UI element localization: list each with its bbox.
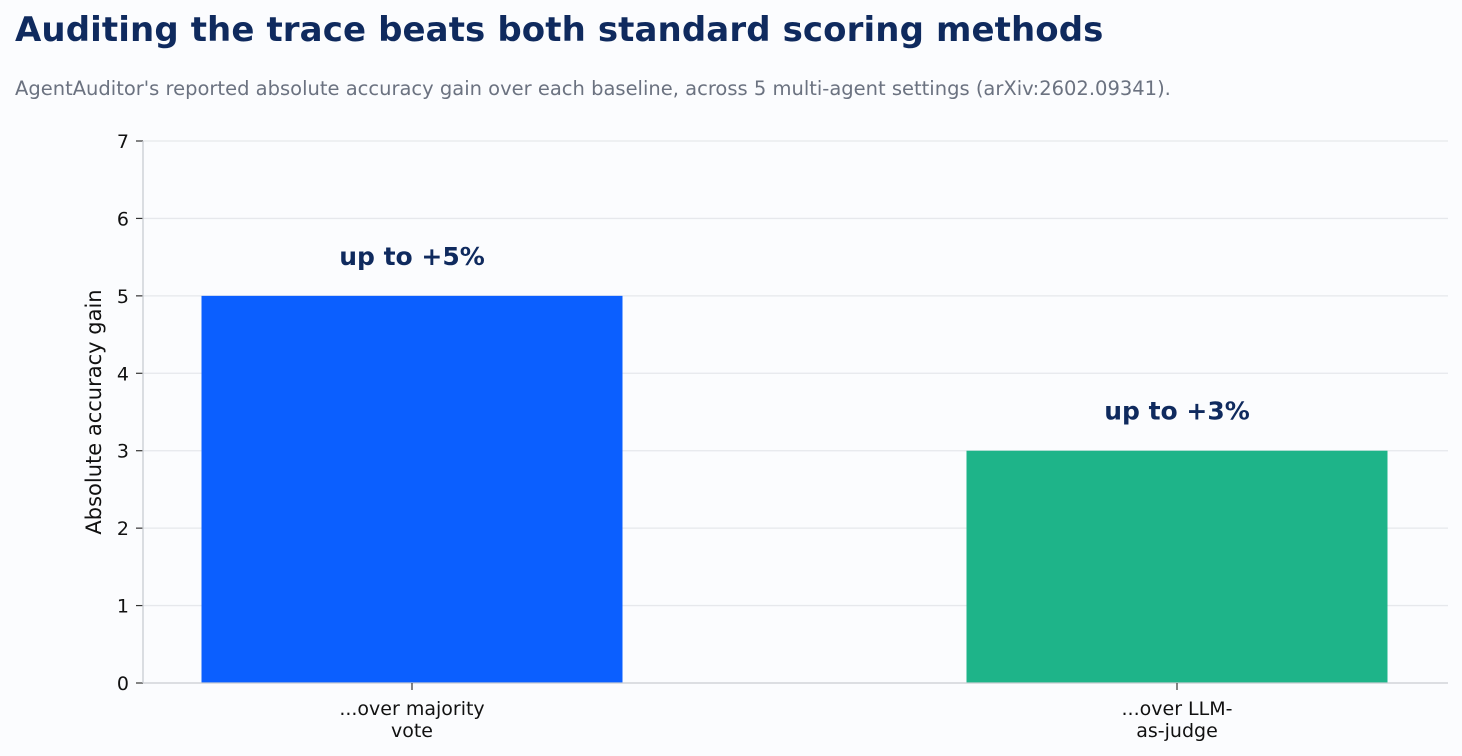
chart-title: Auditing the trace beats both standard s… xyxy=(15,10,1104,50)
y-tick-label: 5 xyxy=(117,286,129,308)
y-tick-label: 7 xyxy=(117,131,129,153)
y-tick-label: 0 xyxy=(117,673,129,695)
bar xyxy=(966,450,1388,683)
y-tick-label: 6 xyxy=(117,208,129,230)
y-axis-label: Absolute accuracy gain xyxy=(82,289,106,534)
data-labels: up to +5% up to +3% xyxy=(339,242,1250,426)
data-label: up to +5% xyxy=(339,242,485,271)
bar xyxy=(201,295,623,683)
y-tick-label: 4 xyxy=(117,363,129,385)
y-tick-label: 1 xyxy=(117,596,129,618)
y-tick-label: 2 xyxy=(117,518,129,540)
chart-subtitle: AgentAuditor's reported absolute accurac… xyxy=(15,77,1171,100)
x-tick-label: ...over LLM-as-judge xyxy=(1122,698,1233,742)
axes: 0 1 2 3 4 5 6 7 ...over majority vote ...over LLM-… xyxy=(117,131,1448,742)
data-label: up to +3% xyxy=(1104,397,1250,426)
x-tick-label: ...over majority vote xyxy=(339,698,484,742)
bars xyxy=(201,295,1388,683)
y-tick-label: 3 xyxy=(117,441,129,463)
